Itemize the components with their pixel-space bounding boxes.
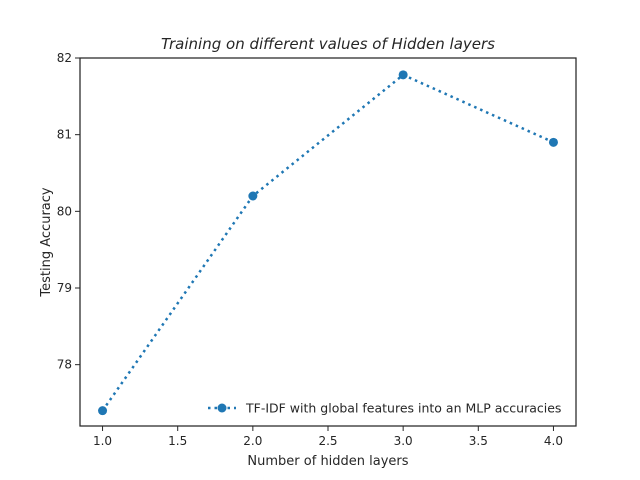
y-tick-label: 81 xyxy=(57,128,72,142)
x-tick-label: 2.0 xyxy=(243,434,262,448)
data-point xyxy=(398,70,408,80)
y-axis-ticks: 78 79 80 81 82 xyxy=(57,51,80,372)
y-tick-label: 79 xyxy=(57,281,72,295)
x-tick-label: 2.5 xyxy=(318,434,337,448)
legend-label: TF-IDF with global features into an MLP … xyxy=(245,401,561,416)
series-line xyxy=(101,73,555,412)
y-tick-label: 82 xyxy=(57,51,72,65)
y-axis-label: Testing Accuracy xyxy=(39,187,54,297)
data-point xyxy=(548,137,558,147)
legend: TF-IDF with global features into an MLP … xyxy=(208,401,561,416)
legend-marker xyxy=(217,403,227,413)
data-point xyxy=(248,191,258,201)
x-tick-label: 1.5 xyxy=(168,434,187,448)
x-tick-label: 1.0 xyxy=(93,434,112,448)
data-point xyxy=(98,406,108,416)
x-tick-label: 3.0 xyxy=(394,434,413,448)
y-tick-label: 78 xyxy=(57,358,72,372)
y-tick-label: 80 xyxy=(57,204,72,218)
x-tick-label: 3.5 xyxy=(469,434,488,448)
x-tick-label: 4.0 xyxy=(544,434,563,448)
series-layer xyxy=(98,70,558,416)
x-axis-ticks: 1.0 1.5 2.0 2.5 3.0 3.5 4.0 xyxy=(93,426,563,448)
chart-title: Training on different values of Hidden l… xyxy=(161,35,495,53)
x-axis-label: Number of hidden layers xyxy=(247,454,408,469)
plot-area-frame xyxy=(79,57,577,427)
